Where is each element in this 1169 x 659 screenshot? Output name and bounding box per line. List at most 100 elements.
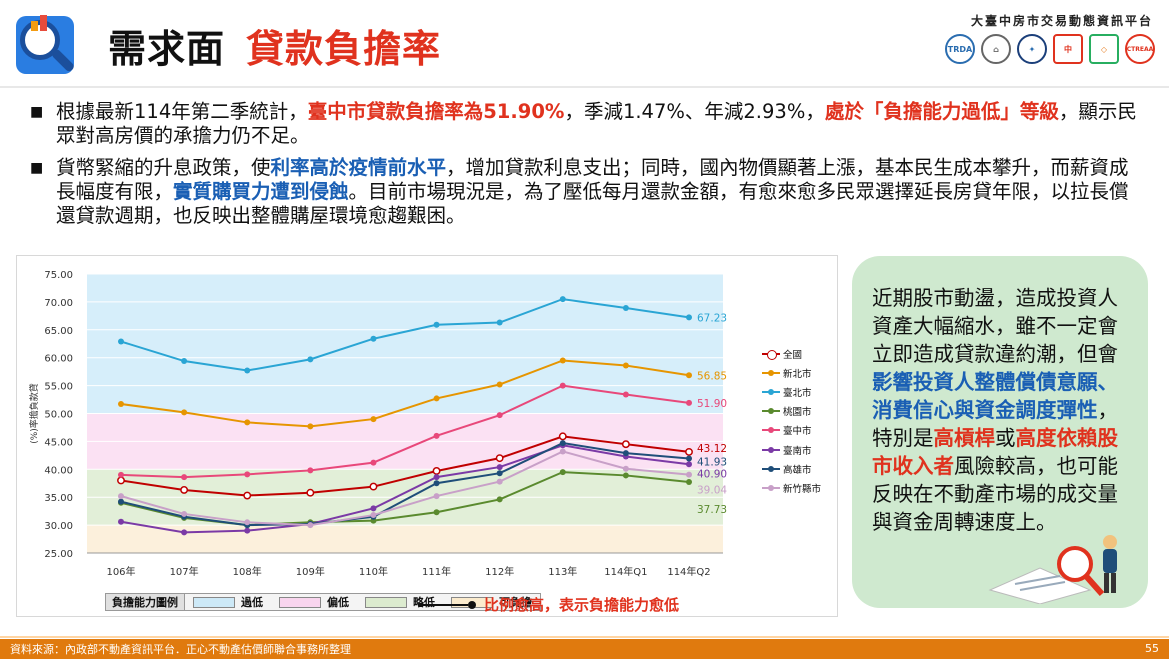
y-axis-label: (%)率擔負款貸 <box>28 383 40 444</box>
data-point <box>181 510 188 517</box>
data-point <box>558 432 567 441</box>
end-data-label: 39.04 <box>697 485 727 497</box>
x-tick-label: 113年 <box>548 565 577 578</box>
data-point <box>370 335 377 342</box>
band-0 <box>87 274 723 414</box>
data-point <box>686 478 692 485</box>
org-logos: TRDA ⌂ ✦ 中 ◇ CTREAA <box>945 34 1155 64</box>
data-point <box>686 399 692 406</box>
data-point <box>433 474 440 481</box>
series-line-6 <box>120 442 690 527</box>
platform-logo <box>10 8 88 82</box>
data-point <box>686 471 692 478</box>
data-point <box>559 440 566 447</box>
series-line-7 <box>120 450 690 527</box>
x-tick-label: 107年 <box>170 565 199 578</box>
legend-item-taoyuan: 桃園市 <box>762 402 821 421</box>
data-point <box>181 409 188 416</box>
legend-item-taichung: 臺中市 <box>762 421 821 440</box>
data-point <box>370 505 377 512</box>
y-tick-label: 60.00 <box>44 354 73 365</box>
line-chart: 75.00 70.00 65.00 60.00 55.00 50.00 45.00 40.00… <box>28 270 727 578</box>
series-line-4 <box>120 384 690 479</box>
y-tick-label: 50.00 <box>44 410 73 421</box>
page-title: 需求面 <box>108 27 226 71</box>
data-point <box>496 319 503 326</box>
data-point <box>686 455 692 462</box>
data-point <box>496 464 503 471</box>
data-point <box>181 474 188 481</box>
data-point <box>622 362 629 369</box>
x-tick-label: 112年 <box>485 565 514 578</box>
end-data-label: 43.12 <box>697 443 727 455</box>
y-tick-label: 40.00 <box>44 465 73 476</box>
data-point <box>496 412 503 419</box>
data-point <box>118 401 124 408</box>
data-point <box>496 478 503 485</box>
arrow-dot-icon <box>468 600 476 609</box>
data-point <box>496 381 503 388</box>
data-point <box>686 314 692 321</box>
chart-frame: 75.00 70.00 65.00 60.00 55.00 50.00 45.00 40.00… <box>16 255 838 617</box>
x-tick-label: 106年 <box>106 565 135 578</box>
end-data-label: 51.90 <box>697 398 727 410</box>
series-legend: 全國 新北市 臺北市 桃園市 臺中市 臺南市 高雄市 新竹縣市 <box>762 344 821 498</box>
trda-logo-icon: TRDA <box>945 34 975 64</box>
data-point <box>433 509 440 516</box>
data-point <box>496 496 503 503</box>
y-tick-label: 45.00 <box>44 437 73 448</box>
header-divider <box>0 86 1169 88</box>
data-point <box>686 372 692 379</box>
data-point <box>370 416 377 423</box>
ctreaa-logo-icon: CTREAA <box>1125 34 1155 64</box>
series-line-1 <box>120 359 690 428</box>
y-tick-label: 25.00 <box>44 549 73 560</box>
data-point <box>495 454 504 463</box>
data-point <box>622 465 629 472</box>
x-tick-label: 114年Q1 <box>604 565 647 578</box>
note-text: 比例愈高，表示負擔能力愈低 <box>484 596 680 614</box>
series-line-0 <box>120 435 690 497</box>
data-point <box>181 529 188 536</box>
association-logo-icon: ✦ <box>1017 34 1047 64</box>
y-tick-label: 35.00 <box>44 493 73 504</box>
x-tick-label: 111年 <box>422 565 451 578</box>
bullet-list: ■ 根據最新114年第二季統計，臺中市貸款負擔率為51.90%，季減1.47%、… <box>30 100 1142 236</box>
data-point <box>118 498 124 505</box>
data-point <box>433 432 440 439</box>
x-tick-label: 110年 <box>359 565 388 578</box>
y-tick-label: 30.00 <box>44 521 73 532</box>
end-data-label: 56.85 <box>697 370 727 382</box>
bullet-text: 貨幣緊縮的升息政策，使利率高於疫情前水平，增加貸款利息支出；同時，國內物價顯著上… <box>56 156 1129 227</box>
data-point <box>117 476 125 485</box>
bullet-item: ■ 貨幣緊縮的升息政策，使利率高於疫情前水平，增加貸款利息支出；同時，國內物價顯… <box>30 156 1142 228</box>
commentary-callout: 近期股市動盪，造成投資人資產大幅縮水，雖不一定會立即造成貸款違約潮，但會影響投資… <box>852 256 1148 608</box>
data-point <box>496 470 503 477</box>
end-data-label: 41.93 <box>697 457 727 469</box>
end-data-label: 67.23 <box>697 312 727 324</box>
end-data-label: 37.73 <box>697 504 727 516</box>
data-point <box>559 448 566 455</box>
data-point <box>559 296 566 303</box>
affordability-band-legend: 負擔能力圖例 過低 偏低 略低 可負擔 <box>105 593 541 611</box>
data-point <box>369 482 378 491</box>
series-line-5 <box>120 444 690 534</box>
legend-item-taipei: 臺北市 <box>762 382 821 401</box>
callout-text: 近期股市動盪，造成投資人資產大幅縮水，雖不一定會立即造成貸款違約潮，但會影響投資… <box>872 286 1118 534</box>
band-legend-item: 略低 <box>357 594 443 610</box>
data-point <box>118 518 124 525</box>
y-tick-label: 70.00 <box>44 298 73 309</box>
page-number: 55 <box>1145 642 1159 655</box>
data-point <box>370 459 377 466</box>
data-point <box>622 472 629 479</box>
legend-item-new-taipei: 新北市 <box>762 363 821 382</box>
data-point <box>307 356 314 363</box>
y-tick-label: 65.00 <box>44 326 73 337</box>
data-point <box>433 321 440 328</box>
data-point <box>685 447 693 456</box>
band-legend-title: 負擔能力圖例 <box>106 594 185 610</box>
data-point <box>559 357 566 364</box>
data-point <box>180 485 189 494</box>
data-point <box>244 419 251 426</box>
building-logo-icon: ⌂ <box>981 34 1011 64</box>
